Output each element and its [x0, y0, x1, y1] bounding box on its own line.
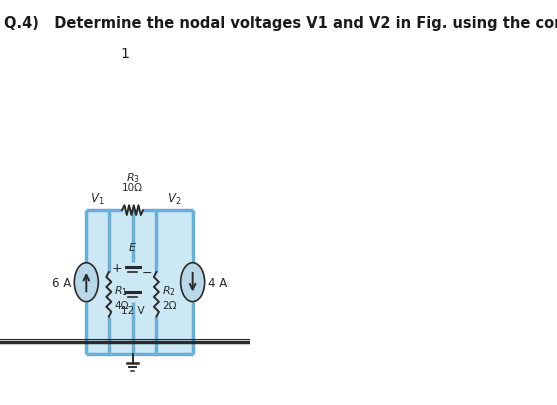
Text: 4 A: 4 A [208, 276, 227, 289]
Circle shape [180, 263, 204, 302]
Text: 10Ω: 10Ω [122, 182, 143, 192]
Text: $V_1$: $V_1$ [90, 192, 105, 207]
Text: Q.4)   Determine the nodal voltages V1 and V2 in Fig. using the concept of a sup: Q.4) Determine the nodal voltages V1 and… [4, 16, 557, 31]
Text: 2Ω: 2Ω [162, 300, 177, 310]
Text: $R_3$: $R_3$ [126, 171, 140, 184]
Text: 12 V: 12 V [121, 305, 144, 315]
Text: 6 A: 6 A [52, 276, 71, 289]
Text: $R_1$: $R_1$ [114, 284, 128, 297]
Text: −: − [141, 266, 152, 279]
Bar [86, 211, 193, 354]
Text: $R_2$: $R_2$ [162, 284, 176, 297]
Text: 4Ω: 4Ω [114, 300, 129, 310]
Text: $V_2$: $V_2$ [167, 192, 182, 207]
Text: $E$: $E$ [128, 240, 137, 252]
Text: +: + [112, 261, 123, 274]
Circle shape [74, 263, 99, 302]
Text: 1: 1 [121, 47, 130, 60]
